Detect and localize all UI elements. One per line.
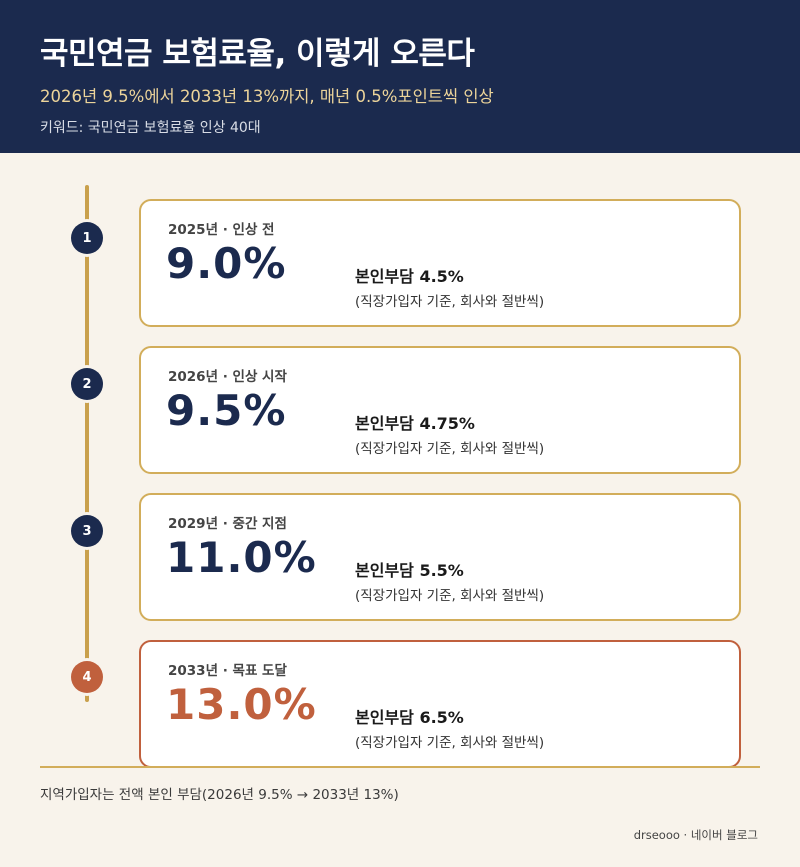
step-label: 2029년 · 중간 지점 — [168, 516, 287, 532]
step-label: 2025년 · 인상 전 — [168, 222, 275, 238]
keywords-text: 키워드: 국민연금 보험료율 인상 40대 — [40, 120, 261, 136]
personal-burden: 본인부담 4.5% — [355, 267, 464, 286]
step-label: 2033년 · 목표 도달 — [168, 663, 287, 679]
step-marker-1: 1 — [71, 222, 103, 254]
step-marker-3: 3 — [71, 515, 103, 547]
page-subtitle: 2026년 9.5%에서 2033년 13%까지, 매년 0.5%포인트씩 인상 — [40, 87, 494, 106]
page-title: 국민연금 보험료율, 이렇게 오른다 — [40, 36, 475, 72]
contribution-rate: 9.0% — [166, 239, 287, 288]
step-card-2033: 2033년 · 목표 도달 13.0% 본인부담 6.5% (직장가입자 기준,… — [139, 640, 741, 768]
footer-divider — [40, 766, 760, 768]
personal-burden: 본인부담 6.5% — [355, 708, 464, 727]
header-banner: 국민연금 보험료율, 이렇게 오른다 2026년 9.5%에서 2033년 13… — [0, 0, 800, 153]
timeline-line — [85, 185, 89, 702]
burden-note: (직장가입자 기준, 회사와 절반씩) — [355, 294, 545, 310]
step-label: 2026년 · 인상 시작 — [168, 369, 287, 385]
personal-burden: 본인부담 5.5% — [355, 561, 464, 580]
footnote-text: 지역가입자는 전액 본인 부담(2026년 9.5% → 2033년 13%) — [40, 787, 399, 803]
step-card-2025: 2025년 · 인상 전 9.0% 본인부담 4.5% (직장가입자 기준, 회… — [139, 199, 741, 327]
personal-burden: 본인부담 4.75% — [355, 414, 475, 433]
source-credit: drseooo · 네이버 블로그 — [633, 828, 758, 842]
burden-note: (직장가입자 기준, 회사와 절반씩) — [355, 588, 545, 604]
contribution-rate: 13.0% — [166, 680, 317, 729]
contribution-rate: 9.5% — [166, 386, 287, 435]
burden-note: (직장가입자 기준, 회사와 절반씩) — [355, 735, 545, 751]
step-marker-4: 4 — [71, 661, 103, 693]
step-card-2026: 2026년 · 인상 시작 9.5% 본인부담 4.75% (직장가입자 기준,… — [139, 346, 741, 474]
step-card-2029: 2029년 · 중간 지점 11.0% 본인부담 5.5% (직장가입자 기준,… — [139, 493, 741, 621]
burden-note: (직장가입자 기준, 회사와 절반씩) — [355, 441, 545, 457]
contribution-rate: 11.0% — [166, 533, 317, 582]
step-marker-2: 2 — [71, 368, 103, 400]
